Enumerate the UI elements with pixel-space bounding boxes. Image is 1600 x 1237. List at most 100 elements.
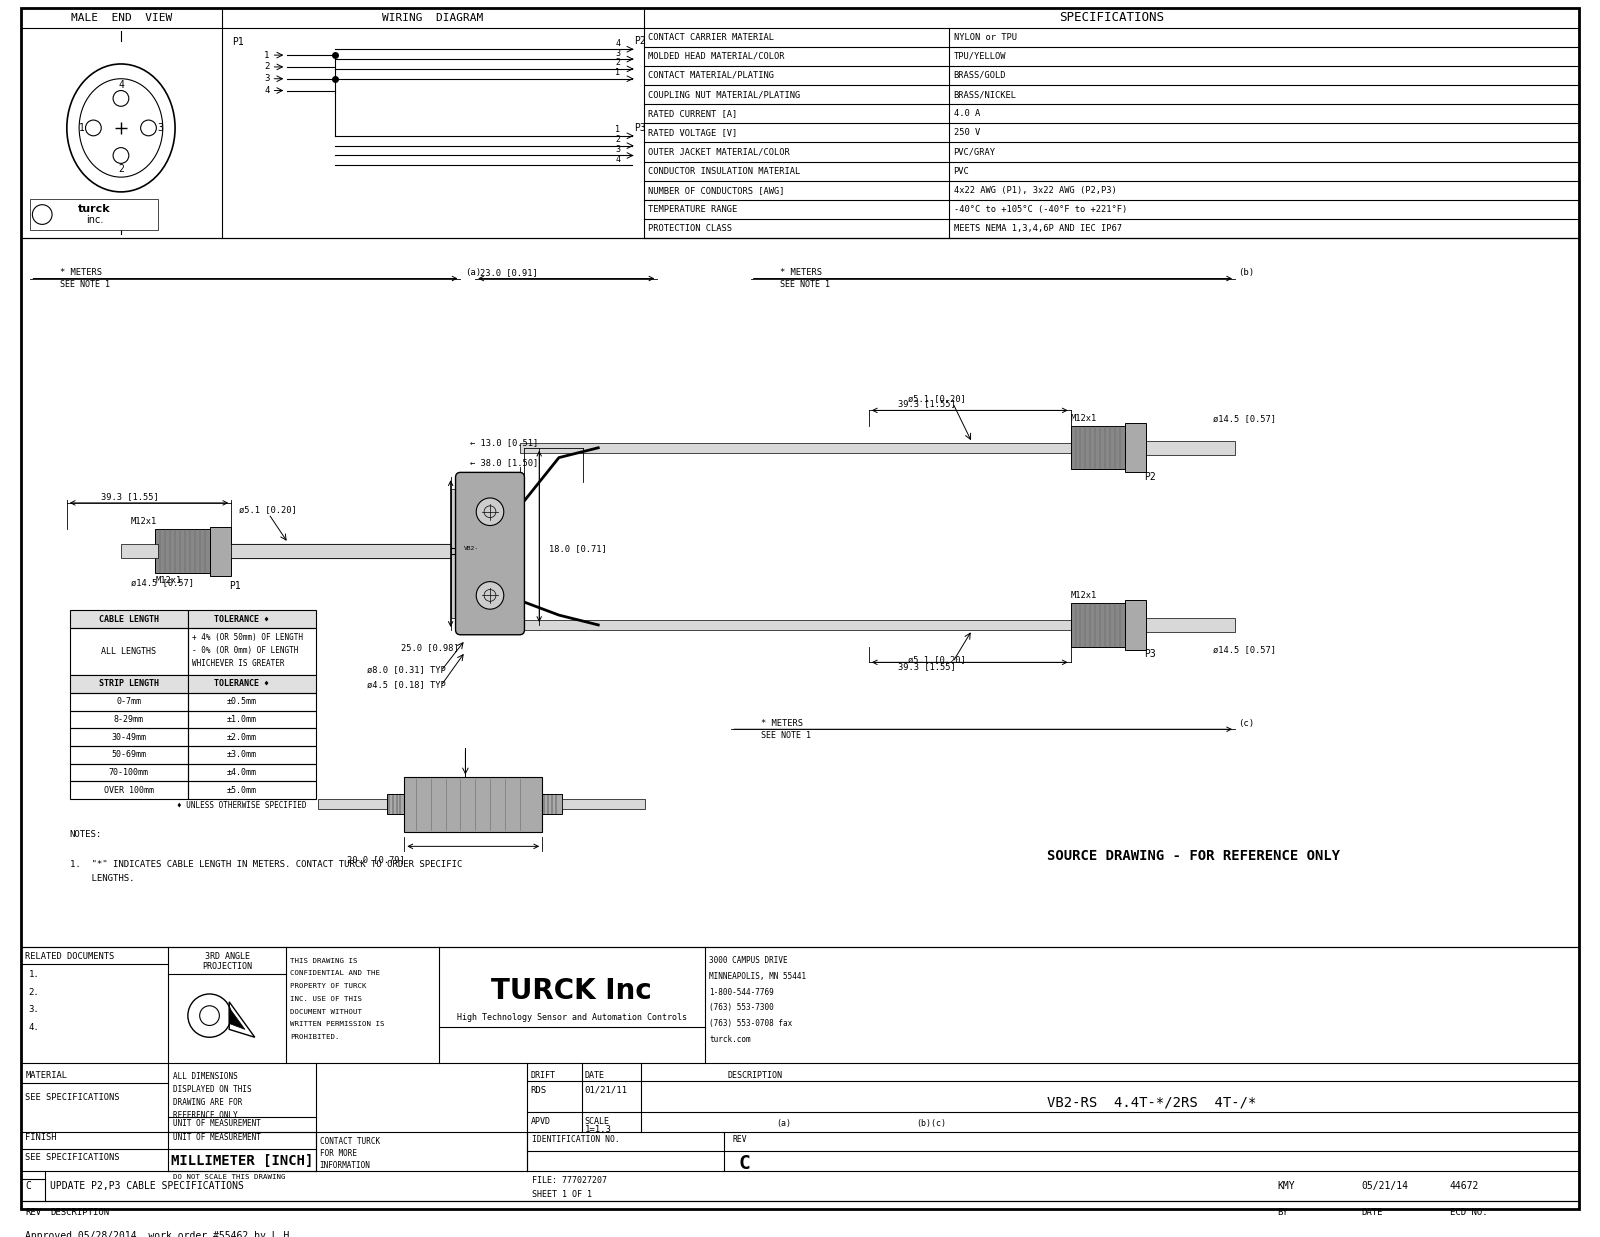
Text: SEE NOTE 1: SEE NOTE 1	[781, 280, 830, 289]
Text: CONTACT CARRIER MATERIAL: CONTACT CARRIER MATERIAL	[648, 32, 774, 42]
Bar	[21, 1228, 542, 1237]
Text: KMY: KMY	[1277, 1181, 1294, 1191]
Text: INC. USE OF THIS: INC. USE OF THIS	[290, 996, 362, 1002]
Text: UNIT OF MEASUREMENT: UNIT OF MEASUREMENT	[173, 1133, 261, 1142]
Bar	[562, 799, 645, 809]
Text: UPDATE P2,P3 CABLE SPECIFICATIONS: UPDATE P2,P3 CABLE SPECIFICATIONS	[50, 1181, 243, 1191]
Polygon shape	[229, 1008, 245, 1029]
Text: 1: 1	[264, 51, 269, 59]
Text: 2: 2	[118, 165, 123, 174]
Circle shape	[477, 581, 504, 609]
Text: THIS DRAWING IS: THIS DRAWING IS	[290, 957, 358, 964]
Text: 4.0 A: 4.0 A	[954, 109, 979, 119]
Text: ø5.1 [0.20]: ø5.1 [0.20]	[909, 654, 966, 664]
Bar	[187, 782, 315, 799]
Bar	[210, 527, 230, 575]
Text: REV: REV	[733, 1136, 747, 1144]
Text: 3: 3	[616, 145, 621, 155]
Text: 2: 2	[616, 135, 621, 145]
Text: MILLIMETER [INCH]: MILLIMETER [INCH]	[171, 1154, 314, 1168]
Text: RATED CURRENT [A]: RATED CURRENT [A]	[648, 109, 738, 119]
Text: FOR MORE: FOR MORE	[320, 1149, 357, 1158]
Text: ALL DIMENSIONS: ALL DIMENSIONS	[173, 1072, 238, 1081]
Text: SOURCE DRAWING - FOR REFERENCE ONLY: SOURCE DRAWING - FOR REFERENCE ONLY	[1046, 849, 1341, 863]
Bar	[1070, 604, 1125, 647]
Text: 1.  "*" INDICATES CABLE LENGTH IN METERS. CONTACT TURCK TO ORDER SPECIFIC: 1. "*" INDICATES CABLE LENGTH IN METERS.…	[70, 860, 462, 868]
Text: (b): (b)	[1238, 268, 1254, 277]
Bar	[520, 620, 1102, 630]
Text: IDENTIFICATION NO.: IDENTIFICATION NO.	[533, 1136, 621, 1144]
Text: DESCRIPTION: DESCRIPTION	[50, 1209, 109, 1217]
Text: 1=1.3: 1=1.3	[584, 1126, 611, 1134]
Text: PROPERTY OF TURCK: PROPERTY OF TURCK	[290, 983, 366, 990]
Text: (a): (a)	[776, 1119, 790, 1128]
Text: ±4.0mm: ±4.0mm	[227, 768, 258, 777]
Text: PROJECTION: PROJECTION	[202, 962, 253, 971]
Bar	[70, 729, 187, 746]
Text: -40°C to +105°C (-40°F to +221°F): -40°C to +105°C (-40°F to +221°F)	[954, 205, 1126, 214]
Text: NYLON or TPU: NYLON or TPU	[954, 32, 1016, 42]
Text: TOLERANCE ♦: TOLERANCE ♦	[214, 615, 269, 623]
Text: 8-29mm: 8-29mm	[114, 715, 144, 724]
Text: ±5.0mm: ±5.0mm	[227, 785, 258, 794]
Text: RELATED DOCUMENTS: RELATED DOCUMENTS	[26, 951, 115, 961]
Text: DO NOT SCALE THIS DRAWING: DO NOT SCALE THIS DRAWING	[173, 1174, 286, 1180]
Text: 3: 3	[616, 48, 621, 58]
Bar	[318, 799, 402, 809]
Text: Approved 05/28/2014, work order #55462 by L.H.: Approved 05/28/2014, work order #55462 b…	[26, 1231, 296, 1237]
Bar	[1147, 618, 1235, 632]
Bar	[70, 782, 187, 799]
Text: CONTACT TURCK: CONTACT TURCK	[320, 1137, 379, 1147]
Bar	[122, 544, 158, 558]
Text: 25.0 [0.98]: 25.0 [0.98]	[402, 643, 459, 652]
Circle shape	[477, 499, 504, 526]
Bar	[70, 693, 187, 710]
Text: 4.: 4.	[29, 1023, 38, 1032]
Text: DRAWING ARE FOR: DRAWING ARE FOR	[173, 1097, 243, 1107]
Text: C: C	[738, 1154, 750, 1173]
Text: 3RD ANGLE: 3RD ANGLE	[205, 952, 250, 961]
Text: CABLE LENGTH: CABLE LENGTH	[99, 615, 158, 623]
Text: M12x1: M12x1	[155, 576, 182, 585]
Text: STRIP LENGTH: STRIP LENGTH	[99, 679, 158, 689]
Text: 0-7mm: 0-7mm	[117, 698, 141, 706]
Text: FILE: 777027207: FILE: 777027207	[533, 1176, 608, 1185]
Text: M12x1: M12x1	[1070, 413, 1098, 423]
Text: 39.3 [1.55]: 39.3 [1.55]	[101, 492, 158, 501]
Bar	[187, 693, 315, 710]
Text: 20.0 [0.79]: 20.0 [0.79]	[347, 855, 405, 863]
Text: CONDUCTOR INSULATION MATERIAL: CONDUCTOR INSULATION MATERIAL	[648, 167, 800, 176]
Text: (b)(c): (b)(c)	[915, 1119, 946, 1128]
Text: - 0% (OR 0mm) OF LENGTH: - 0% (OR 0mm) OF LENGTH	[192, 646, 298, 656]
Bar	[70, 675, 187, 693]
Bar	[21, 946, 1579, 1201]
Bar	[187, 710, 315, 729]
Bar	[187, 628, 315, 675]
Text: 70-100mm: 70-100mm	[109, 768, 149, 777]
Text: 4: 4	[616, 38, 621, 48]
Text: 39.3 [1.55]: 39.3 [1.55]	[899, 662, 957, 670]
Text: P2: P2	[1144, 473, 1157, 482]
Text: DOCUMENT WITHOUT: DOCUMENT WITHOUT	[290, 1008, 362, 1014]
Text: 1: 1	[78, 122, 85, 132]
Text: 18.0 [0.71]: 18.0 [0.71]	[549, 544, 606, 553]
Text: BRASS/NICKEL: BRASS/NICKEL	[954, 90, 1016, 99]
Text: PVC: PVC	[954, 167, 970, 176]
Text: 4: 4	[264, 87, 269, 95]
Bar	[1070, 426, 1125, 469]
Text: DISPLAYED ON THIS: DISPLAYED ON THIS	[173, 1085, 251, 1094]
Text: 05/21/14: 05/21/14	[1362, 1181, 1408, 1191]
Text: 250 V: 250 V	[954, 129, 979, 137]
Text: REFERENCE ONLY: REFERENCE ONLY	[173, 1111, 238, 1119]
Text: SEE SPECIFICATIONS: SEE SPECIFICATIONS	[26, 1153, 120, 1162]
Text: WIRING  DIAGRAM: WIRING DIAGRAM	[382, 12, 483, 22]
Text: SCALE: SCALE	[584, 1117, 610, 1127]
Text: MINNEAPOLIS, MN 55441: MINNEAPOLIS, MN 55441	[709, 972, 806, 981]
Text: PROHIBITED.: PROHIBITED.	[290, 1034, 339, 1040]
Text: SEE NOTE 1: SEE NOTE 1	[760, 731, 811, 740]
Text: DESCRIPTION: DESCRIPTION	[726, 1071, 782, 1080]
Text: NUMBER OF CONDUCTORS [AWG]: NUMBER OF CONDUCTORS [AWG]	[648, 186, 786, 194]
Text: SEE SPECIFICATIONS: SEE SPECIFICATIONS	[26, 1092, 120, 1102]
Text: 23.0 [0.91]: 23.0 [0.91]	[480, 268, 538, 277]
Text: CONFIDENTIAL AND THE: CONFIDENTIAL AND THE	[290, 970, 381, 976]
